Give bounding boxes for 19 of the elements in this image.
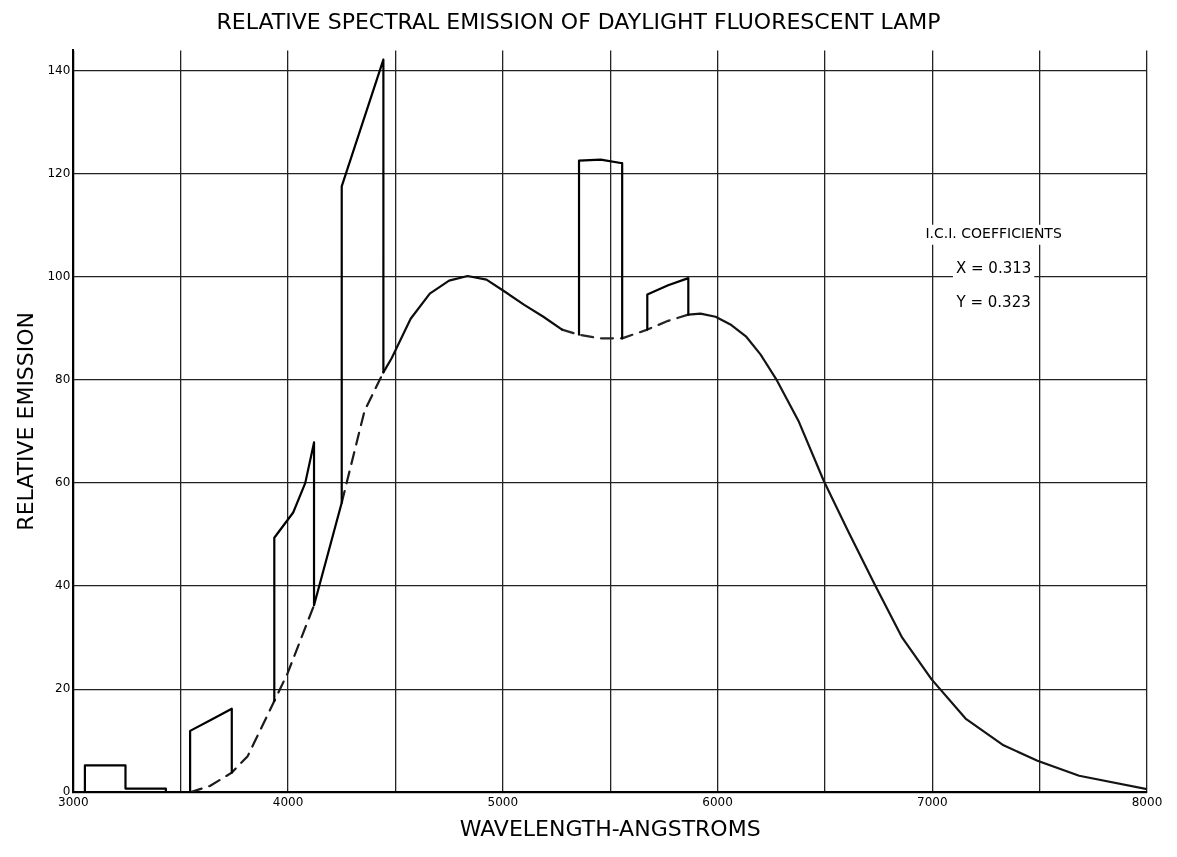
annotation: X = 0.313	[955, 258, 1032, 277]
annotation: I.C.I. COEFFICIENTS	[925, 225, 1062, 242]
x-tick-label: 5000	[487, 794, 519, 809]
y-tick-label: 140	[47, 63, 71, 78]
x-tick-label: 7000	[916, 794, 948, 809]
x-tick-label: 8000	[1131, 794, 1163, 809]
y-tick-label: 80	[55, 372, 71, 387]
y-tick-label: 100	[47, 269, 71, 284]
chart-title: RELATIVE SPECTRAL EMISSION OF DAYLIGHT FLUORESCENT LAMP	[216, 8, 941, 34]
y-tick-label: 40	[55, 578, 71, 593]
x-tick-label: 6000	[702, 794, 733, 809]
annotation: Y = 0.323	[955, 292, 1031, 311]
x-tick-label: 4000	[272, 794, 304, 809]
x-tick-label: 3000	[58, 794, 89, 809]
y-axis-title: RELATIVE EMISSION	[12, 311, 38, 531]
y-tick-label: 60	[55, 475, 71, 490]
x-axis-title: WAVELENGTH-ANGSTROMS	[459, 815, 761, 841]
y-tick-label: 20	[55, 681, 71, 696]
y-tick-label: 120	[47, 166, 71, 181]
